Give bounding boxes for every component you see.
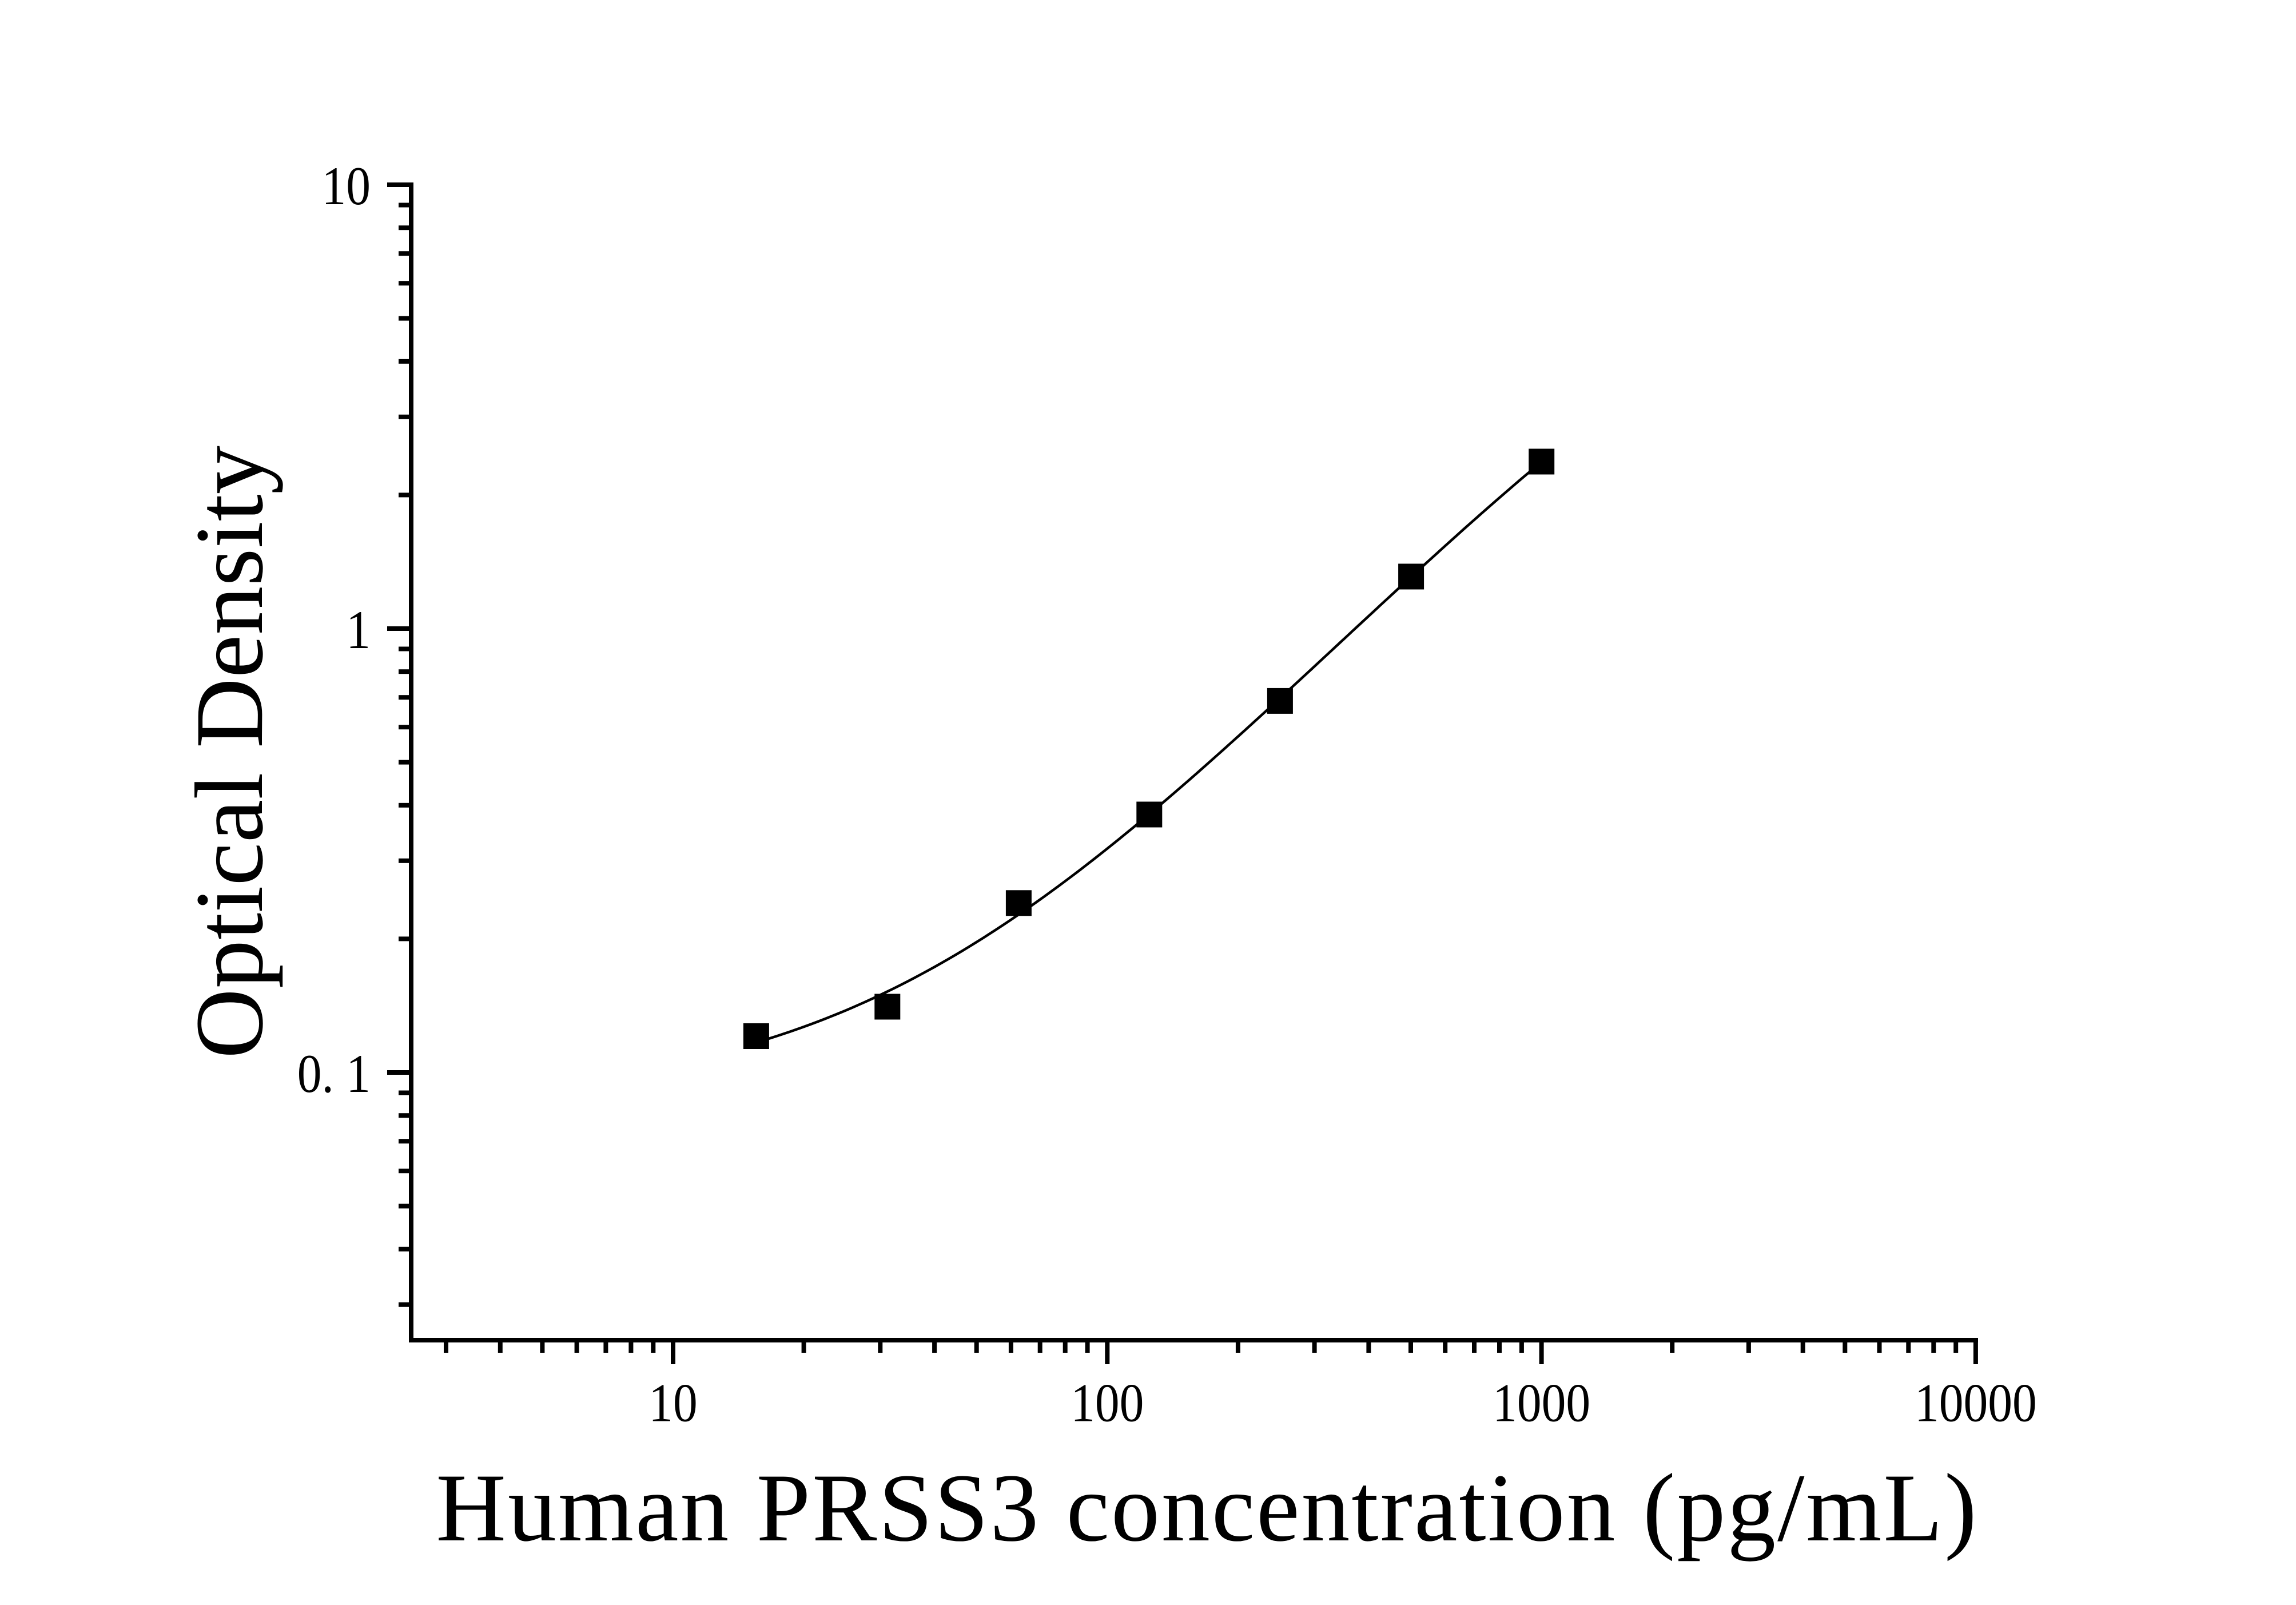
svg-text:10000: 10000 <box>1915 1372 2037 1433</box>
svg-text:Optical Density: Optical Density <box>176 446 283 1059</box>
svg-text:0. 1: 0. 1 <box>297 1043 371 1104</box>
svg-text:10: 10 <box>648 1372 697 1433</box>
svg-text:10: 10 <box>322 156 371 216</box>
svg-text:Human PRSS3 concentration (pg/: Human PRSS3 concentration (pg/mL) <box>436 1454 1978 1562</box>
svg-text:100: 100 <box>1071 1372 1144 1433</box>
svg-text:1: 1 <box>346 599 371 660</box>
svg-text:1000: 1000 <box>1493 1372 1590 1433</box>
